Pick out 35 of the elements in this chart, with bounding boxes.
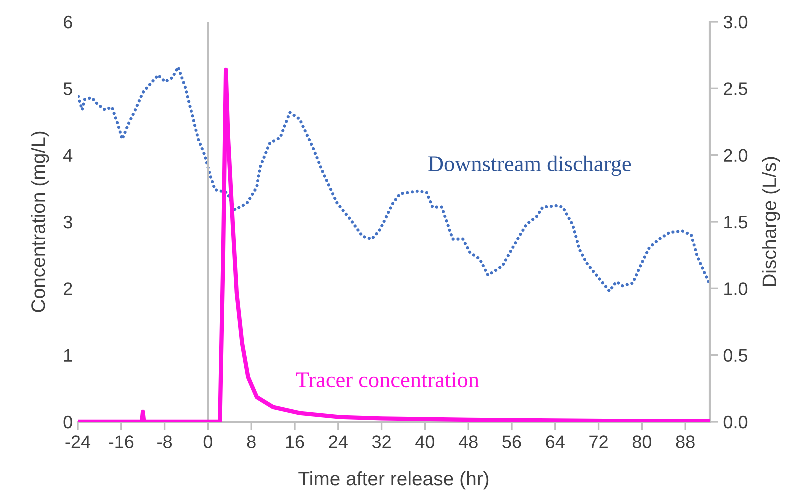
x-axis-title: Time after release (hr) [298, 471, 489, 490]
y2-tick-label: 1.0 [724, 282, 748, 296]
y2-tick-label: 1.5 [724, 216, 748, 229]
y-tick-label: 6 [64, 16, 72, 29]
x-tick-label: 0 [204, 436, 213, 448]
x-tick-label: -16 [109, 436, 134, 448]
y2-tick-label: 2.0 [724, 149, 748, 162]
y-tick-label: 3 [64, 216, 72, 229]
x-tick-label: 48 [458, 436, 478, 448]
line-series [78, 66, 710, 293]
y-tick-label: 5 [64, 82, 72, 96]
y2-tick-label: 2.5 [724, 82, 748, 96]
y-axis-title: Concentration (mg/L) [31, 132, 50, 312]
y2-tick-label: 0.5 [724, 349, 748, 362]
x-tick-label: 40 [416, 436, 435, 448]
y-tick-label: 1 [64, 349, 72, 362]
series-label: Tracer concentration [296, 372, 480, 388]
x-tick-label: 88 [676, 436, 695, 448]
y2-axis-title: Discharge (L/s) [762, 157, 780, 286]
x-tick-label: -8 [158, 436, 172, 448]
y-tick-label: 0 [64, 416, 72, 429]
x-tick-label: 80 [632, 436, 652, 448]
y-tick-label: 4 [64, 149, 73, 162]
x-tick-label: 24 [329, 436, 348, 448]
y-tick-label: 2 [64, 282, 72, 296]
x-tick-label: 8 [247, 436, 256, 448]
x-tick-label: 16 [286, 436, 304, 448]
x-tick-label: 64 [546, 436, 565, 448]
x-tick-label: 56 [502, 436, 522, 448]
x-tick-label: -24 [66, 436, 91, 448]
series-label: Downstream discharge [428, 156, 632, 176]
x-tick-label: 32 [372, 436, 391, 448]
x-tick-label: 72 [590, 436, 608, 448]
y2-tick-label: 0.0 [724, 416, 748, 429]
y2-tick-label: 3.0 [724, 16, 748, 29]
